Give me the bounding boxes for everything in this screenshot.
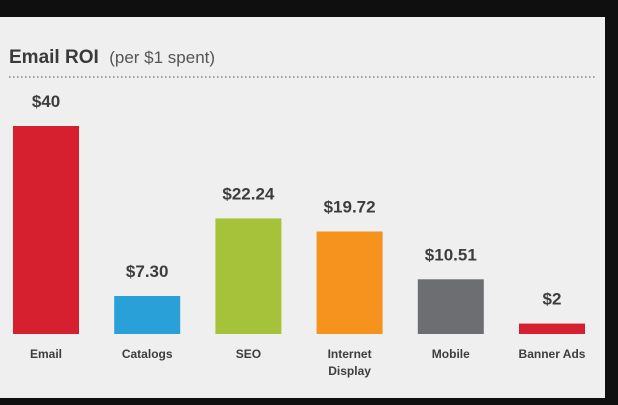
category-label-3: Internet Display xyxy=(328,347,372,378)
value-label-0: $40 xyxy=(32,92,60,111)
bar-4 xyxy=(417,279,484,334)
chart-subtitle: (per $1 spent) xyxy=(109,48,215,67)
value-label-5: $2 xyxy=(543,290,562,309)
bar-1 xyxy=(114,296,181,334)
bar-2 xyxy=(215,218,282,334)
bar-0 xyxy=(13,126,79,334)
chart-title-main: Email ROI xyxy=(9,47,99,68)
bar-3 xyxy=(316,231,383,334)
chart-title: Email ROI (per $1 spent) xyxy=(9,47,215,68)
value-label-3: $19.72 xyxy=(324,198,376,217)
value-label-4: $10.51 xyxy=(425,245,477,264)
roi-bar-chart: Email ROI (per $1 spent) $40$7.30$22.24$… xyxy=(9,47,597,378)
category-label-4: Mobile xyxy=(432,347,470,361)
category-label-0: Email xyxy=(30,347,62,361)
bar-5 xyxy=(519,323,585,334)
category-labels-group: Email Catalogs SEO Internet Display Mobile Ban… xyxy=(30,347,586,378)
value-labels-group: $40 $7.30 $22.24 $19.72 $10.51 $2 xyxy=(32,92,562,309)
bars-group xyxy=(13,126,585,334)
value-label-2: $22.24 xyxy=(222,184,275,203)
category-label-2: SEO xyxy=(236,347,261,361)
value-label-1: $7.30 xyxy=(126,262,169,281)
category-label-1: Catalogs xyxy=(122,347,173,361)
category-label-5: Banner Ads xyxy=(519,347,586,361)
chart-panel: Email ROI (per $1 spent) $40 $7.30 $22.24 $… xyxy=(0,17,605,398)
